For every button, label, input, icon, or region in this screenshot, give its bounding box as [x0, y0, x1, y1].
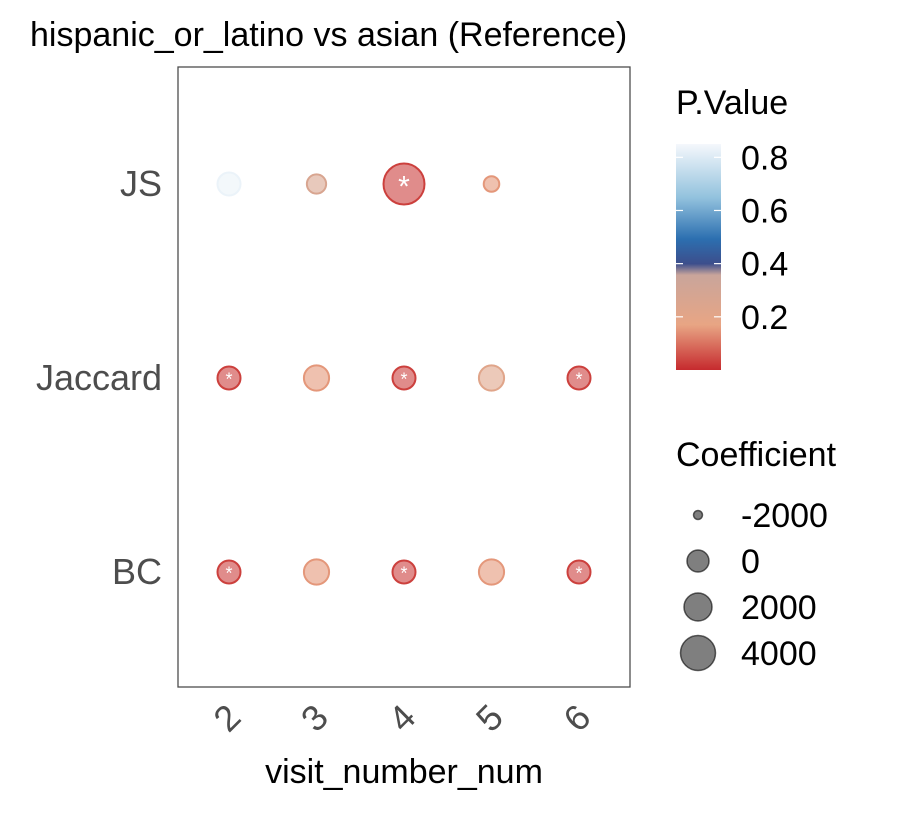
data-point	[482, 175, 501, 193]
data-point	[216, 171, 242, 197]
size-key-label: 2000	[741, 589, 817, 627]
chart-title: hispanic_or_latino vs asian (Reference)	[30, 16, 627, 54]
size-key-label: -2000	[741, 497, 828, 535]
data-point	[216, 559, 242, 585]
data-point	[382, 162, 426, 206]
x-axis-title: visit_number_num	[265, 753, 543, 791]
size-key-circle	[686, 549, 710, 573]
size-key-label: 0	[741, 543, 760, 581]
data-point	[566, 559, 592, 585]
size-key-label: 4000	[741, 635, 817, 673]
significance-marker: *	[575, 370, 582, 390]
color-tick-label: 0.4	[741, 246, 788, 284]
significance-marker: *	[575, 564, 582, 584]
data-point	[477, 364, 506, 392]
significance-marker: *	[398, 171, 410, 204]
data-point	[302, 364, 331, 392]
color-tick-label: 0.2	[741, 299, 788, 337]
x-axis: 2 3 4 5 6	[205, 696, 598, 739]
size-legend-title: Coefficient	[676, 436, 837, 474]
data-point	[566, 365, 592, 391]
x-tick-label: 6	[555, 696, 598, 739]
data-point	[391, 365, 417, 391]
significance-marker: *	[400, 564, 407, 584]
size-key-circle	[679, 634, 717, 672]
size-key-circle	[683, 592, 713, 622]
x-tick-label: 4	[380, 696, 423, 739]
data-point	[477, 558, 506, 586]
data-point	[305, 173, 328, 195]
data-point	[216, 365, 242, 391]
size-key-circle	[692, 509, 704, 521]
y-tick-label: BC	[112, 551, 162, 592]
color-tick-label: 0.8	[741, 139, 788, 177]
y-tick-label: JS	[120, 163, 162, 204]
x-tick-label: 3	[293, 696, 336, 739]
y-tick-label: Jaccard	[36, 357, 162, 398]
significance-marker: *	[225, 564, 232, 584]
color-legend: P.Value 0.8 0.6 0.4 0.2	[676, 84, 788, 370]
color-legend-title: P.Value	[676, 84, 788, 122]
points-layer: * * * * * * *	[216, 162, 592, 586]
y-axis: JS Jaccard BC	[36, 163, 162, 592]
data-point	[302, 558, 331, 586]
data-point	[391, 559, 417, 585]
x-tick-label: 5	[468, 696, 511, 739]
color-bar	[676, 144, 721, 370]
color-tick-label: 0.6	[741, 192, 788, 230]
size-legend: Coefficient -2000 0 2000 4000	[676, 436, 837, 673]
significance-marker: *	[400, 370, 407, 390]
x-tick-label: 2	[205, 696, 248, 739]
significance-marker: *	[225, 370, 232, 390]
